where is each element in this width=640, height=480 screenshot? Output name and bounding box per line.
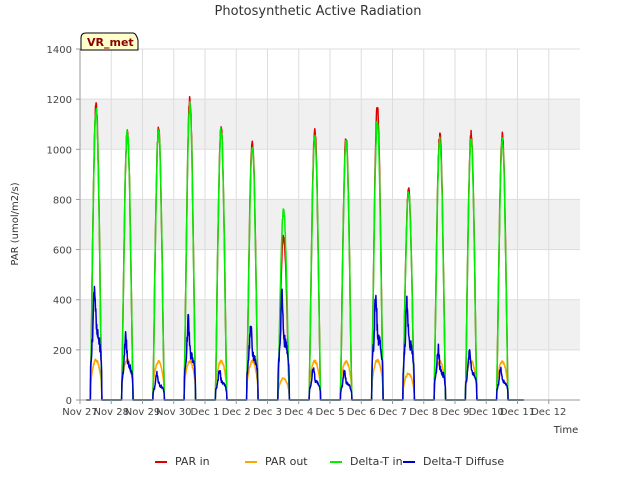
x-axis-label: Time bbox=[553, 425, 578, 436]
y-tick-label: 1400 bbox=[47, 45, 72, 56]
y-tick-label: 400 bbox=[53, 296, 72, 307]
y-tick-label: 0 bbox=[66, 396, 72, 407]
legend-label: PAR in bbox=[175, 455, 210, 468]
y-tick-label: 1000 bbox=[47, 145, 72, 156]
y-axis-label: PAR (umol/m2/s) bbox=[10, 182, 21, 265]
x-tick-label: Dec 3 bbox=[253, 407, 282, 418]
x-tick-label: Dec 5 bbox=[316, 407, 345, 418]
x-tick-label: Nov 30 bbox=[156, 407, 191, 418]
y-tick-label: 800 bbox=[53, 195, 72, 206]
x-tick-label: Dec 11 bbox=[500, 407, 535, 418]
station-badge: VR_met bbox=[80, 32, 139, 51]
legend-label: PAR out bbox=[265, 455, 308, 468]
x-tick-label: Dec 4 bbox=[284, 407, 313, 418]
legend-item-par-out: PAR out bbox=[245, 455, 308, 468]
x-tick-label: Nov 27 bbox=[62, 407, 97, 418]
x-tick-label: Dec 10 bbox=[469, 407, 504, 418]
x-tick-label: Nov 28 bbox=[94, 407, 129, 418]
x-tick-label: Nov 29 bbox=[125, 407, 160, 418]
y-tick-labels: 0 200 400 600 800 1000 1200 1400 bbox=[47, 45, 80, 407]
legend-label: Delta-T in bbox=[350, 455, 403, 468]
legend: PAR in PAR out Delta-T in Delta-T Diffuse bbox=[155, 455, 504, 468]
legend-item-delta-t-diffuse: Delta-T Diffuse bbox=[403, 455, 504, 468]
legend-item-par-in: PAR in bbox=[155, 455, 210, 468]
chart-title: Photosynthetic Active Radiation bbox=[215, 4, 422, 19]
badge-label: VR_met bbox=[87, 36, 134, 49]
y-tick-label: 600 bbox=[53, 246, 72, 257]
x-tick-label: Dec 12 bbox=[531, 407, 566, 418]
x-tick-label: Dec 2 bbox=[222, 407, 251, 418]
legend-item-delta-t-in: Delta-T in bbox=[330, 455, 403, 468]
x-tick-label: Dec 1 bbox=[191, 407, 220, 418]
x-tick-label: Dec 6 bbox=[347, 407, 376, 418]
badge-shape bbox=[80, 32, 139, 51]
x-tick-label: Dec 8 bbox=[409, 407, 438, 418]
y-tick-label: 1200 bbox=[47, 95, 72, 106]
y-tick-label: 200 bbox=[53, 346, 72, 357]
x-tick-label: Dec 7 bbox=[378, 407, 407, 418]
legend-label: Delta-T Diffuse bbox=[423, 455, 504, 468]
x-tick-label: Dec 9 bbox=[441, 407, 470, 418]
